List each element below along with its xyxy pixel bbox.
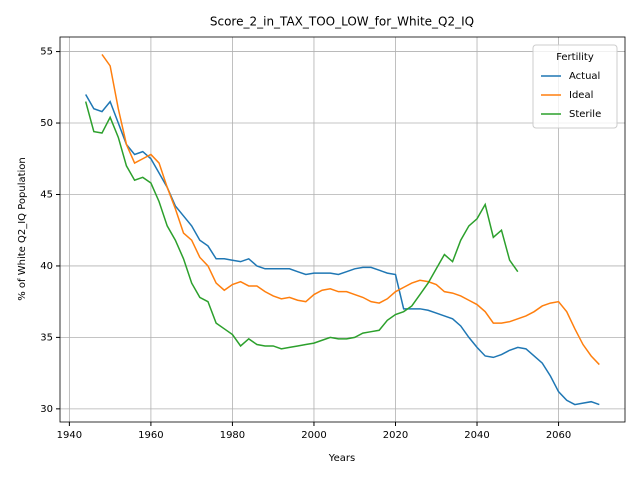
legend-box — [532, 44, 618, 129]
y-tick-label: 35 — [40, 332, 53, 343]
legend-title: Fertility — [556, 52, 594, 63]
x-tick-label: 2060 — [546, 430, 571, 441]
y-tick-label: 30 — [40, 404, 53, 415]
y-axis-label: % of White Q2_IQ Population — [17, 157, 28, 301]
legend-label: Ideal — [569, 90, 593, 101]
y-tick-label: 45 — [40, 189, 53, 200]
x-tick-label: 2040 — [464, 430, 489, 441]
x-tick-label: 2000 — [301, 430, 326, 441]
line-series — [84, 101, 519, 350]
x-axis-label: Years — [328, 453, 355, 464]
plot-frame — [59, 36, 626, 423]
x-tick-label: 1940 — [57, 430, 82, 441]
x-tick-label: 1960 — [138, 430, 163, 441]
legend-label: Sterile — [569, 109, 601, 120]
legend: Fertility Actual Ideal Sterile — [532, 44, 618, 129]
legend-label: Actual — [569, 71, 600, 82]
line-series — [101, 53, 600, 366]
chart-title: Score_2_in_TAX_TOO_LOW_for_White_Q2_IQ — [210, 15, 474, 29]
y-tick-label: 40 — [40, 261, 53, 272]
x-tick-label: 1980 — [220, 430, 245, 441]
y-tick-label: 55 — [40, 47, 53, 58]
x-tick-label: 2020 — [383, 430, 408, 441]
y-tick-label: 50 — [40, 118, 53, 129]
